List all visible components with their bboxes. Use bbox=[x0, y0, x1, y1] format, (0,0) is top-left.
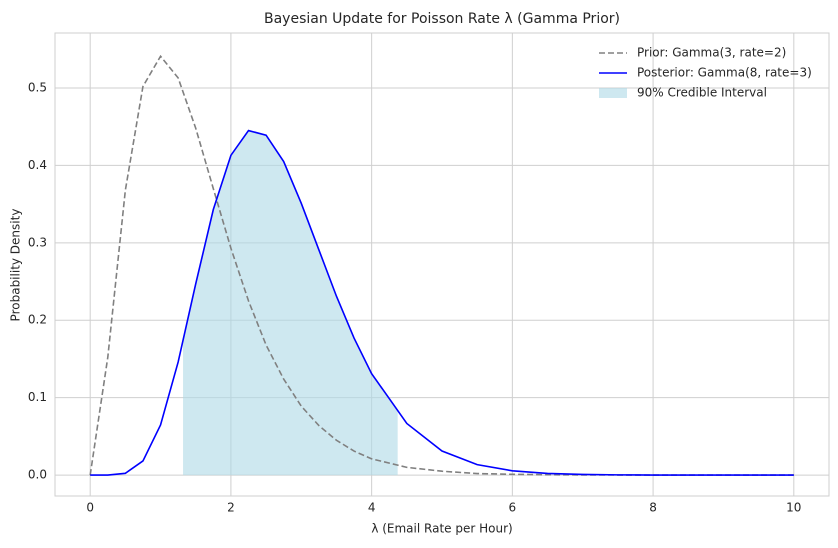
legend-swatch bbox=[599, 88, 627, 98]
y-tick-label: 0.3 bbox=[28, 235, 47, 249]
x-tick-label: 0 bbox=[86, 501, 94, 515]
y-tick-label: 0.5 bbox=[28, 80, 47, 94]
y-tick-label: 0.1 bbox=[28, 390, 47, 404]
series-line bbox=[90, 129, 794, 476]
legend-label: Prior: Gamma(3, rate=2) bbox=[637, 46, 786, 60]
chart-title: Bayesian Update for Poisson Rate λ (Gamm… bbox=[264, 11, 620, 27]
y-tick-label: 0.2 bbox=[28, 313, 47, 327]
x-tick-label: 4 bbox=[368, 501, 376, 515]
legend-label: 90% Credible Interval bbox=[637, 86, 767, 100]
x-tick-label: 6 bbox=[509, 501, 517, 515]
x-tick-label: 10 bbox=[786, 501, 801, 515]
y-tick-label: 0.0 bbox=[28, 468, 47, 482]
legend-label: Posterior: Gamma(8, rate=3) bbox=[637, 66, 812, 80]
x-axis-label: λ (Email Rate per Hour) bbox=[371, 522, 512, 536]
y-axis-label: Probability Density bbox=[9, 209, 23, 322]
plot-frame bbox=[54, 32, 830, 497]
x-tick-label: 8 bbox=[649, 501, 657, 515]
credible-interval bbox=[183, 130, 398, 476]
x-tick-label: 2 bbox=[227, 501, 235, 515]
y-tick-label: 0.4 bbox=[28, 158, 47, 172]
